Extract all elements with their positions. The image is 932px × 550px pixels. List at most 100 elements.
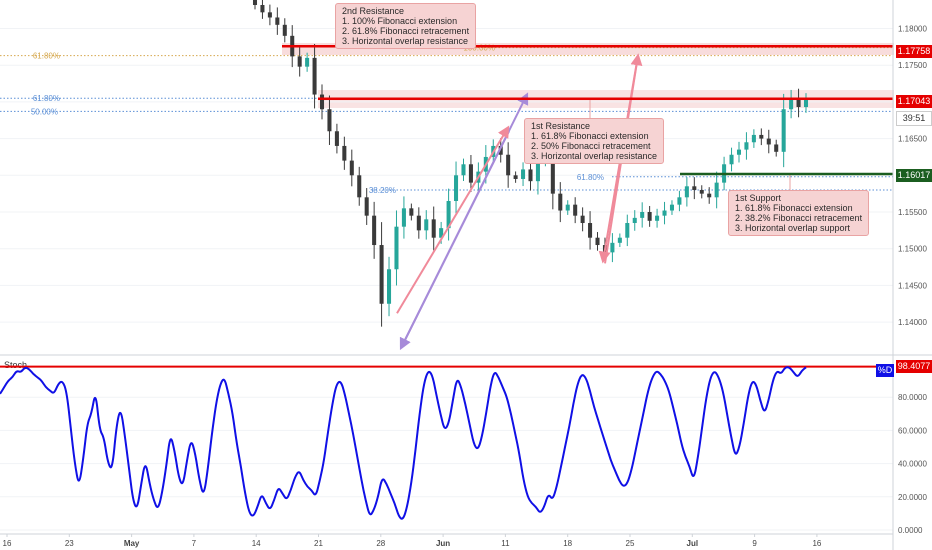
fib-level-label: 61.80% bbox=[33, 94, 60, 103]
time-tick-label: 11 bbox=[501, 539, 510, 548]
time-tick-label: 16 bbox=[3, 539, 12, 548]
candle-body bbox=[409, 208, 414, 216]
fib-level-label: 50.00% bbox=[31, 107, 58, 116]
candle-body bbox=[558, 193, 563, 211]
fib-level-label: 61.80% bbox=[33, 52, 60, 61]
candle-body bbox=[796, 98, 801, 108]
resistance-2-reason-2: 2. 61.8% Fibonacci retracement bbox=[342, 26, 470, 36]
stoch-grid bbox=[0, 396, 893, 531]
candle-body bbox=[334, 131, 339, 146]
countdown-tag: 39:51 bbox=[896, 111, 932, 126]
support-1-reason-1: 1. 61.8% Fibonacci extension bbox=[735, 203, 853, 213]
resistance-2-callout: 2nd Resistance 1. 100% Fibonacci extensi… bbox=[335, 3, 477, 49]
time-tick-label: 14 bbox=[252, 539, 261, 548]
candle-body bbox=[498, 145, 503, 155]
time-tick-label: Jul bbox=[687, 539, 699, 548]
stoch-d-tag: %D bbox=[876, 364, 894, 377]
candle-body bbox=[513, 175, 518, 179]
candle-body bbox=[282, 24, 287, 36]
time-tick-label: 16 bbox=[812, 539, 821, 548]
fib-measure-arrow bbox=[396, 125, 510, 314]
resistance-1-title: 1st Resistance bbox=[531, 121, 591, 131]
price-tick-label: 1.14000 bbox=[898, 318, 927, 327]
candle-body bbox=[729, 154, 734, 165]
candle-body bbox=[580, 215, 585, 224]
candle-body bbox=[640, 212, 645, 218]
price-tick-label: 1.15000 bbox=[898, 245, 927, 254]
candle-body bbox=[439, 228, 444, 238]
candle-body bbox=[655, 215, 660, 221]
candle-body bbox=[789, 98, 794, 110]
resistance-2-price-tag: 1.17758 bbox=[896, 45, 932, 58]
candle-body bbox=[781, 109, 786, 152]
stoch-tick-label: 40.0000 bbox=[898, 460, 927, 469]
time-tick-label: Jun bbox=[436, 539, 450, 548]
candle-body bbox=[305, 57, 310, 67]
support-1-reason-3: 3. Horizontal overlap support bbox=[735, 223, 851, 233]
support-1-title: 1st Support bbox=[735, 193, 782, 203]
resistance-1-reason-3: 3. Horizontal overlap resistance bbox=[531, 151, 658, 161]
price-tick-label: 1.16500 bbox=[898, 135, 927, 144]
candle-body bbox=[550, 153, 555, 194]
stoch-tick-label: 60.0000 bbox=[898, 426, 927, 435]
candle-body bbox=[431, 219, 436, 238]
candle-body bbox=[759, 134, 764, 139]
candle-body bbox=[528, 169, 533, 182]
candle-body bbox=[297, 56, 302, 67]
fib-retrace-arrow-down bbox=[399, 130, 510, 351]
candle-body bbox=[595, 237, 600, 246]
stoch-tick-label: 80.0000 bbox=[898, 393, 927, 402]
candle-body bbox=[565, 204, 570, 211]
candle-body bbox=[394, 226, 399, 270]
candle-body bbox=[267, 12, 272, 18]
support-1-reason-2: 2. 38.2% Fibonacci retracement bbox=[735, 213, 863, 223]
candle-body bbox=[387, 269, 392, 304]
candle-body bbox=[684, 186, 689, 198]
candle-body bbox=[446, 200, 451, 229]
time-tick-label: 23 bbox=[65, 539, 74, 548]
candle-body bbox=[461, 164, 466, 176]
candle-body bbox=[357, 175, 362, 198]
candle-body bbox=[521, 169, 526, 179]
candle-body bbox=[647, 212, 652, 221]
resistance-1-price-tag: 1.17043 bbox=[896, 95, 932, 108]
price-tick-label: 1.14500 bbox=[898, 281, 927, 290]
resistance-1-callout: 1st Resistance 1. 61.8% Fibonacci extens… bbox=[524, 118, 665, 164]
candle-body bbox=[632, 217, 637, 224]
stoch-title: Stoch bbox=[4, 360, 27, 370]
candle-body bbox=[707, 193, 712, 198]
candle-body bbox=[617, 237, 622, 243]
candle-body bbox=[416, 215, 421, 231]
candle-body bbox=[610, 242, 615, 253]
resistance-2-title: 2nd Resistance bbox=[342, 6, 405, 16]
support-1-callout: 1st Support 1. 61.8% Fibonacci extension… bbox=[728, 190, 870, 236]
candle-body bbox=[744, 142, 749, 150]
candle-body bbox=[349, 160, 354, 176]
candle-body bbox=[573, 204, 578, 216]
resistance-1-reason-1: 1. 61.8% Fibonacci extension bbox=[531, 131, 649, 141]
stoch-tick-label: 20.0000 bbox=[898, 493, 927, 502]
candle-body bbox=[424, 219, 429, 231]
stoch-axis[interactable]: 80.0000 60.0000 40.0000 20.0000 0.0000 bbox=[898, 393, 927, 535]
price-tick-label: 1.15500 bbox=[898, 208, 927, 217]
candle-body bbox=[372, 215, 377, 246]
candle-body bbox=[751, 134, 756, 143]
stochastic-pane[interactable]: Stoch 80.0000 60.0000 40.0000 20.0000 0.0000 bbox=[0, 360, 927, 535]
price-pane[interactable]: 61.80% 100.00% 61.80% 50.00% 61.80% 38.20% 1.… bbox=[0, 0, 927, 355]
candle-body bbox=[625, 223, 630, 238]
resistance-2-reason-3: 3. Horizontal overlap resistance bbox=[342, 36, 469, 46]
time-tick-label: 7 bbox=[192, 539, 197, 548]
support-1-price-tag: 1.16017 bbox=[896, 169, 932, 182]
time-tick-label: 28 bbox=[376, 539, 385, 548]
fib-level-label: 38.20% bbox=[369, 186, 396, 195]
price-tick-label: 1.18000 bbox=[898, 24, 927, 33]
candle-body bbox=[736, 149, 742, 155]
time-tick-label: 25 bbox=[626, 539, 635, 548]
candle-body bbox=[379, 245, 384, 304]
candle-body bbox=[692, 186, 697, 190]
candle-body bbox=[401, 208, 406, 227]
resistance-2-reason-1: 1. 100% Fibonacci extension bbox=[342, 16, 458, 26]
stoch-d-line bbox=[0, 366, 807, 520]
time-axis[interactable]: 16 23 May 7 14 21 28 Jun 11 18 25 Jul 9 16 bbox=[3, 534, 822, 548]
